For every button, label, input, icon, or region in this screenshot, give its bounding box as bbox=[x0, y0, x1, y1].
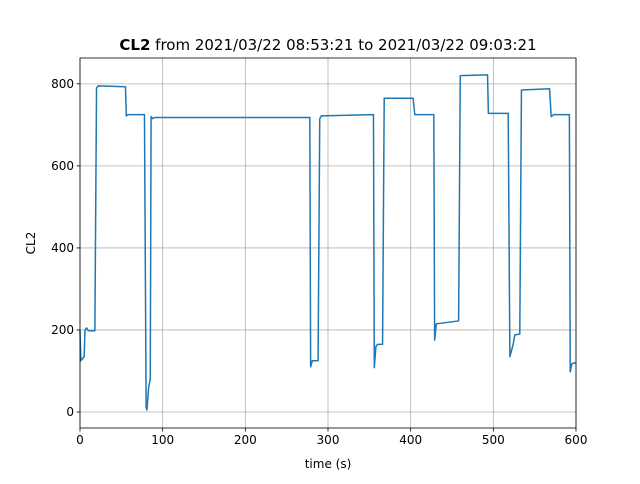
x-tick-label: 200 bbox=[234, 433, 257, 447]
y-tick-label: 200 bbox=[51, 323, 74, 337]
chart-title-label: CL2 bbox=[119, 36, 150, 54]
x-tick-label: 0 bbox=[76, 433, 84, 447]
x-tick-label: 500 bbox=[482, 433, 505, 447]
x-axis-label: time (s) bbox=[305, 457, 352, 471]
x-tick-label: 300 bbox=[317, 433, 340, 447]
data-line bbox=[79, 74, 577, 411]
chart-title-group: CL2 from 2021/03/22 08:53:21 to 2021/03/… bbox=[119, 36, 536, 54]
y-tick-label: 800 bbox=[51, 77, 74, 91]
y-tick-label: 400 bbox=[51, 241, 74, 255]
plot-frame bbox=[79, 57, 577, 429]
x-tick-label: 400 bbox=[399, 433, 422, 447]
y-tick-label: 0 bbox=[66, 405, 74, 419]
x-tick-label: 600 bbox=[565, 433, 588, 447]
chart-title: from 2021/03/22 08:53:21 to 2021/03/22 0… bbox=[155, 36, 536, 54]
y-tick-label: 600 bbox=[51, 159, 74, 173]
y-axis-label: CL2 bbox=[24, 232, 38, 255]
x-tick-label: 100 bbox=[151, 433, 174, 447]
